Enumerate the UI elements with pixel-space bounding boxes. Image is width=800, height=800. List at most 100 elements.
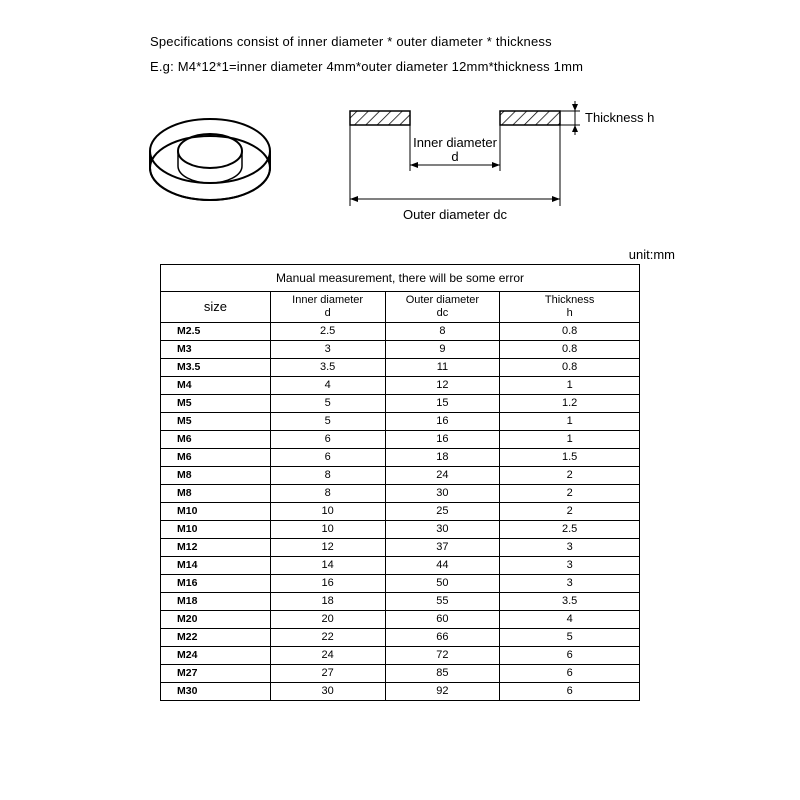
cell-d: 10	[270, 502, 385, 520]
cell-d: 8	[270, 484, 385, 502]
cell-d: 20	[270, 610, 385, 628]
cell-h: 1	[500, 430, 640, 448]
cell-d: 27	[270, 664, 385, 682]
cell-size: M12	[161, 538, 271, 556]
table-row: M55161	[161, 412, 640, 430]
heading-line-2: E.g: M4*12*1=inner diameter 4mm*outer di…	[150, 55, 750, 80]
cell-size: M27	[161, 664, 271, 682]
cell-size: M5	[161, 394, 271, 412]
cell-h: 3	[500, 538, 640, 556]
table-row: M1212373	[161, 538, 640, 556]
col-size: size	[161, 292, 271, 322]
cell-dc: 18	[385, 448, 500, 466]
table-row: M3.53.5110.8	[161, 358, 640, 376]
cell-h: 5	[500, 628, 640, 646]
washer-diagrams: Thickness h Inner diameter d Outer diame…	[50, 91, 750, 241]
cell-h: 6	[500, 646, 640, 664]
cell-dc: 50	[385, 574, 500, 592]
cell-d: 2.5	[270, 322, 385, 340]
spec-table: Manual measurement, there will be some e…	[160, 264, 640, 700]
inner-diameter-d: d	[451, 149, 458, 164]
table-row: M1616503	[161, 574, 640, 592]
cell-d: 3.5	[270, 358, 385, 376]
cell-dc: 12	[385, 376, 500, 394]
cell-dc: 9	[385, 340, 500, 358]
unit-label: unit:mm	[50, 247, 675, 262]
cell-d: 6	[270, 448, 385, 466]
table-row: M3030926	[161, 682, 640, 700]
table-row: M2222665	[161, 628, 640, 646]
cell-size: M10	[161, 520, 271, 538]
cell-size: M5	[161, 412, 271, 430]
inner-diameter-label: Inner diameter	[413, 135, 497, 150]
cell-d: 6	[270, 430, 385, 448]
cell-d: 18	[270, 592, 385, 610]
cell-size: M22	[161, 628, 271, 646]
cell-size: M8	[161, 484, 271, 502]
cell-d: 14	[270, 556, 385, 574]
cell-dc: 15	[385, 394, 500, 412]
cell-dc: 72	[385, 646, 500, 664]
cell-d: 16	[270, 574, 385, 592]
table-row: M1414443	[161, 556, 640, 574]
cell-h: 3.5	[500, 592, 640, 610]
col-thickness: Thicknessh	[500, 292, 640, 322]
cell-dc: 37	[385, 538, 500, 556]
cell-h: 2	[500, 502, 640, 520]
cell-d: 24	[270, 646, 385, 664]
cell-h: 1.2	[500, 394, 640, 412]
table-row: M1010252	[161, 502, 640, 520]
cell-h: 1	[500, 412, 640, 430]
cell-h: 0.8	[500, 340, 640, 358]
cell-h: 0.8	[500, 358, 640, 376]
spec-heading: Specifications consist of inner diameter…	[150, 30, 750, 79]
table-caption: Manual measurement, there will be some e…	[160, 264, 640, 291]
cell-dc: 24	[385, 466, 500, 484]
cell-dc: 60	[385, 610, 500, 628]
cell-h: 2	[500, 466, 640, 484]
table-row: M1818553.5	[161, 592, 640, 610]
heading-line-1: Specifications consist of inner diameter…	[150, 30, 750, 55]
cell-dc: 85	[385, 664, 500, 682]
cell-d: 5	[270, 394, 385, 412]
cell-size: M20	[161, 610, 271, 628]
cell-dc: 8	[385, 322, 500, 340]
cell-h: 1	[500, 376, 640, 394]
cell-dc: 55	[385, 592, 500, 610]
cell-d: 12	[270, 538, 385, 556]
cell-h: 6	[500, 682, 640, 700]
table-row: M55151.2	[161, 394, 640, 412]
cell-dc: 30	[385, 484, 500, 502]
table-row: M2727856	[161, 664, 640, 682]
outer-diameter-label: Outer diameter dc	[403, 207, 508, 222]
col-outer: Outer diameterdc	[385, 292, 500, 322]
cell-dc: 16	[385, 430, 500, 448]
thickness-label: Thickness h	[585, 110, 654, 125]
cell-size: M4	[161, 376, 271, 394]
cell-dc: 66	[385, 628, 500, 646]
cell-d: 22	[270, 628, 385, 646]
cell-size: M6	[161, 430, 271, 448]
cell-dc: 92	[385, 682, 500, 700]
table-row: M2020604	[161, 610, 640, 628]
cell-h: 0.8	[500, 322, 640, 340]
cell-size: M8	[161, 466, 271, 484]
cell-d: 10	[270, 520, 385, 538]
cell-d: 30	[270, 682, 385, 700]
cell-h: 2	[500, 484, 640, 502]
cell-h: 2.5	[500, 520, 640, 538]
table-row: M66181.5	[161, 448, 640, 466]
table-row: M2.52.580.8	[161, 322, 640, 340]
cell-size: M24	[161, 646, 271, 664]
cell-dc: 16	[385, 412, 500, 430]
washer-isometric-icon	[130, 96, 290, 236]
cell-d: 5	[270, 412, 385, 430]
cell-d: 4	[270, 376, 385, 394]
cell-d: 8	[270, 466, 385, 484]
cell-d: 3	[270, 340, 385, 358]
table-row: M3390.8	[161, 340, 640, 358]
table-row: M44121	[161, 376, 640, 394]
table-row: M66161	[161, 430, 640, 448]
col-inner: Inner diameterd	[270, 292, 385, 322]
table-row: M88242	[161, 466, 640, 484]
